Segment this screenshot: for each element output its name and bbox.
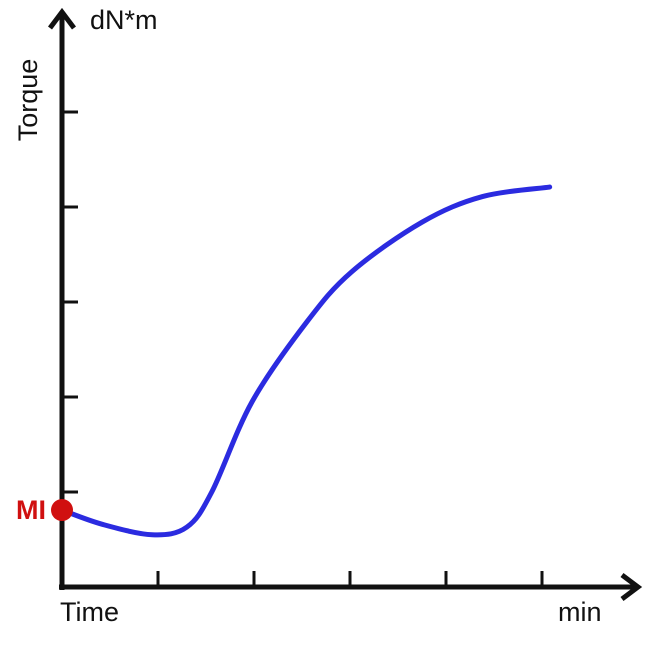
y-axis-label: Torque: [13, 59, 43, 142]
y-unit: dN*m: [90, 5, 158, 35]
y-arrow: [48, 7, 76, 30]
mi-marker: [51, 499, 73, 522]
x-axis-label: Time: [60, 597, 119, 627]
x-arrow: [620, 573, 643, 601]
mi-label: MI: [16, 495, 46, 525]
torque-curve: [59, 184, 553, 538]
x-unit: min: [558, 597, 602, 627]
